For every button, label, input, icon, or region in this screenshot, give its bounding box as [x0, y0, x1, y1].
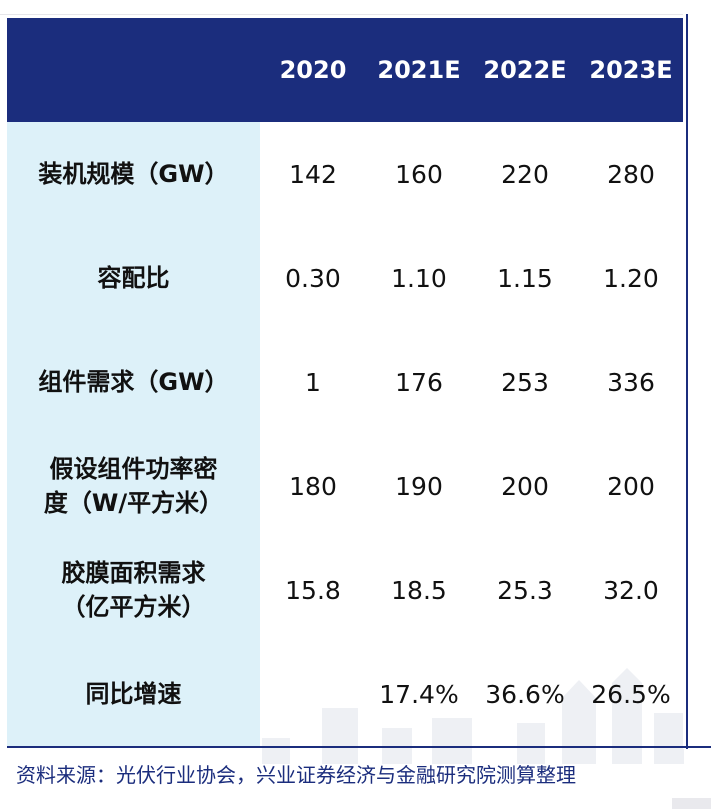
- table-row: 容配比 0.30 1.10 1.15 1.20: [7, 226, 683, 330]
- table-header: 2020 2021E 2022E 2023E: [7, 18, 683, 122]
- table-row: 同比增速 17.4% 36.6% 26.5%: [7, 642, 683, 746]
- table-row: 组件需求（GW） 1 176 253 336: [7, 330, 683, 434]
- right-edge-strip: [683, 14, 711, 749]
- table-cell: 15.8: [285, 575, 341, 605]
- table-cell: 176: [395, 367, 443, 397]
- table-cell: 160: [395, 159, 443, 189]
- header-year-2023e: 2023E: [589, 56, 673, 84]
- row-label: 装机规模（GW）: [38, 160, 229, 188]
- table-cell: 253: [501, 367, 549, 397]
- label-column: [7, 122, 260, 746]
- table-cell: 32.0: [603, 575, 659, 605]
- header-year-2020: 2020: [279, 56, 347, 84]
- table-cell: 1.20: [603, 263, 659, 293]
- row-label: 胶膜面积需求 （亿平方米）: [61, 559, 206, 621]
- cropped-corner: [672, 798, 711, 809]
- table-cell: 220: [501, 159, 549, 189]
- table-cell: 1.10: [391, 263, 447, 293]
- cropped-top-edge: [0, 0, 711, 15]
- table-cell: 200: [501, 471, 549, 501]
- table-cell: [260, 642, 366, 746]
- table-cell: 336: [607, 367, 655, 397]
- vertical-divider: [686, 14, 688, 749]
- data-table: 2020 2021E 2022E 2023E 装机规模（GW） 142 160 …: [7, 18, 684, 764]
- table-cell: 26.5%: [591, 679, 671, 709]
- header-year-2021e: 2021E: [377, 56, 461, 84]
- header-year-2022e: 2022E: [483, 56, 567, 84]
- table-cell: 200: [607, 471, 655, 501]
- table-cell: 36.6%: [485, 679, 565, 709]
- table-row: 胶膜面积需求 （亿平方米） 15.8 18.5 25.3 32.0: [7, 538, 683, 642]
- table-cell: 190: [395, 471, 443, 501]
- table-cell: 142: [289, 159, 337, 189]
- table-row: 假设组件功率密 度（W/平方米） 180 190 200 200: [7, 434, 683, 538]
- table-row: 装机规模（GW） 142 160 220 280: [7, 122, 683, 226]
- row-label: 组件需求（GW）: [38, 368, 229, 396]
- table-cell: 18.5: [391, 575, 447, 605]
- row-label: 容配比: [97, 264, 170, 292]
- table-cell: 1.15: [497, 263, 553, 293]
- table-cell: 25.3: [497, 575, 553, 605]
- table-bottom-rule: [7, 746, 711, 748]
- table-cell: 17.4%: [379, 679, 459, 709]
- source-note: 资料来源：光伏行业协会，兴业证券经济与金融研究院测算整理: [16, 763, 576, 787]
- table-cell: 1: [305, 367, 321, 397]
- row-label: 假设组件功率密 度（W/平方米）: [43, 455, 224, 517]
- table-cell: 180: [289, 471, 337, 501]
- row-label: 同比增速: [85, 680, 182, 708]
- table-cell: 280: [607, 159, 655, 189]
- table-cell: 0.30: [285, 263, 341, 293]
